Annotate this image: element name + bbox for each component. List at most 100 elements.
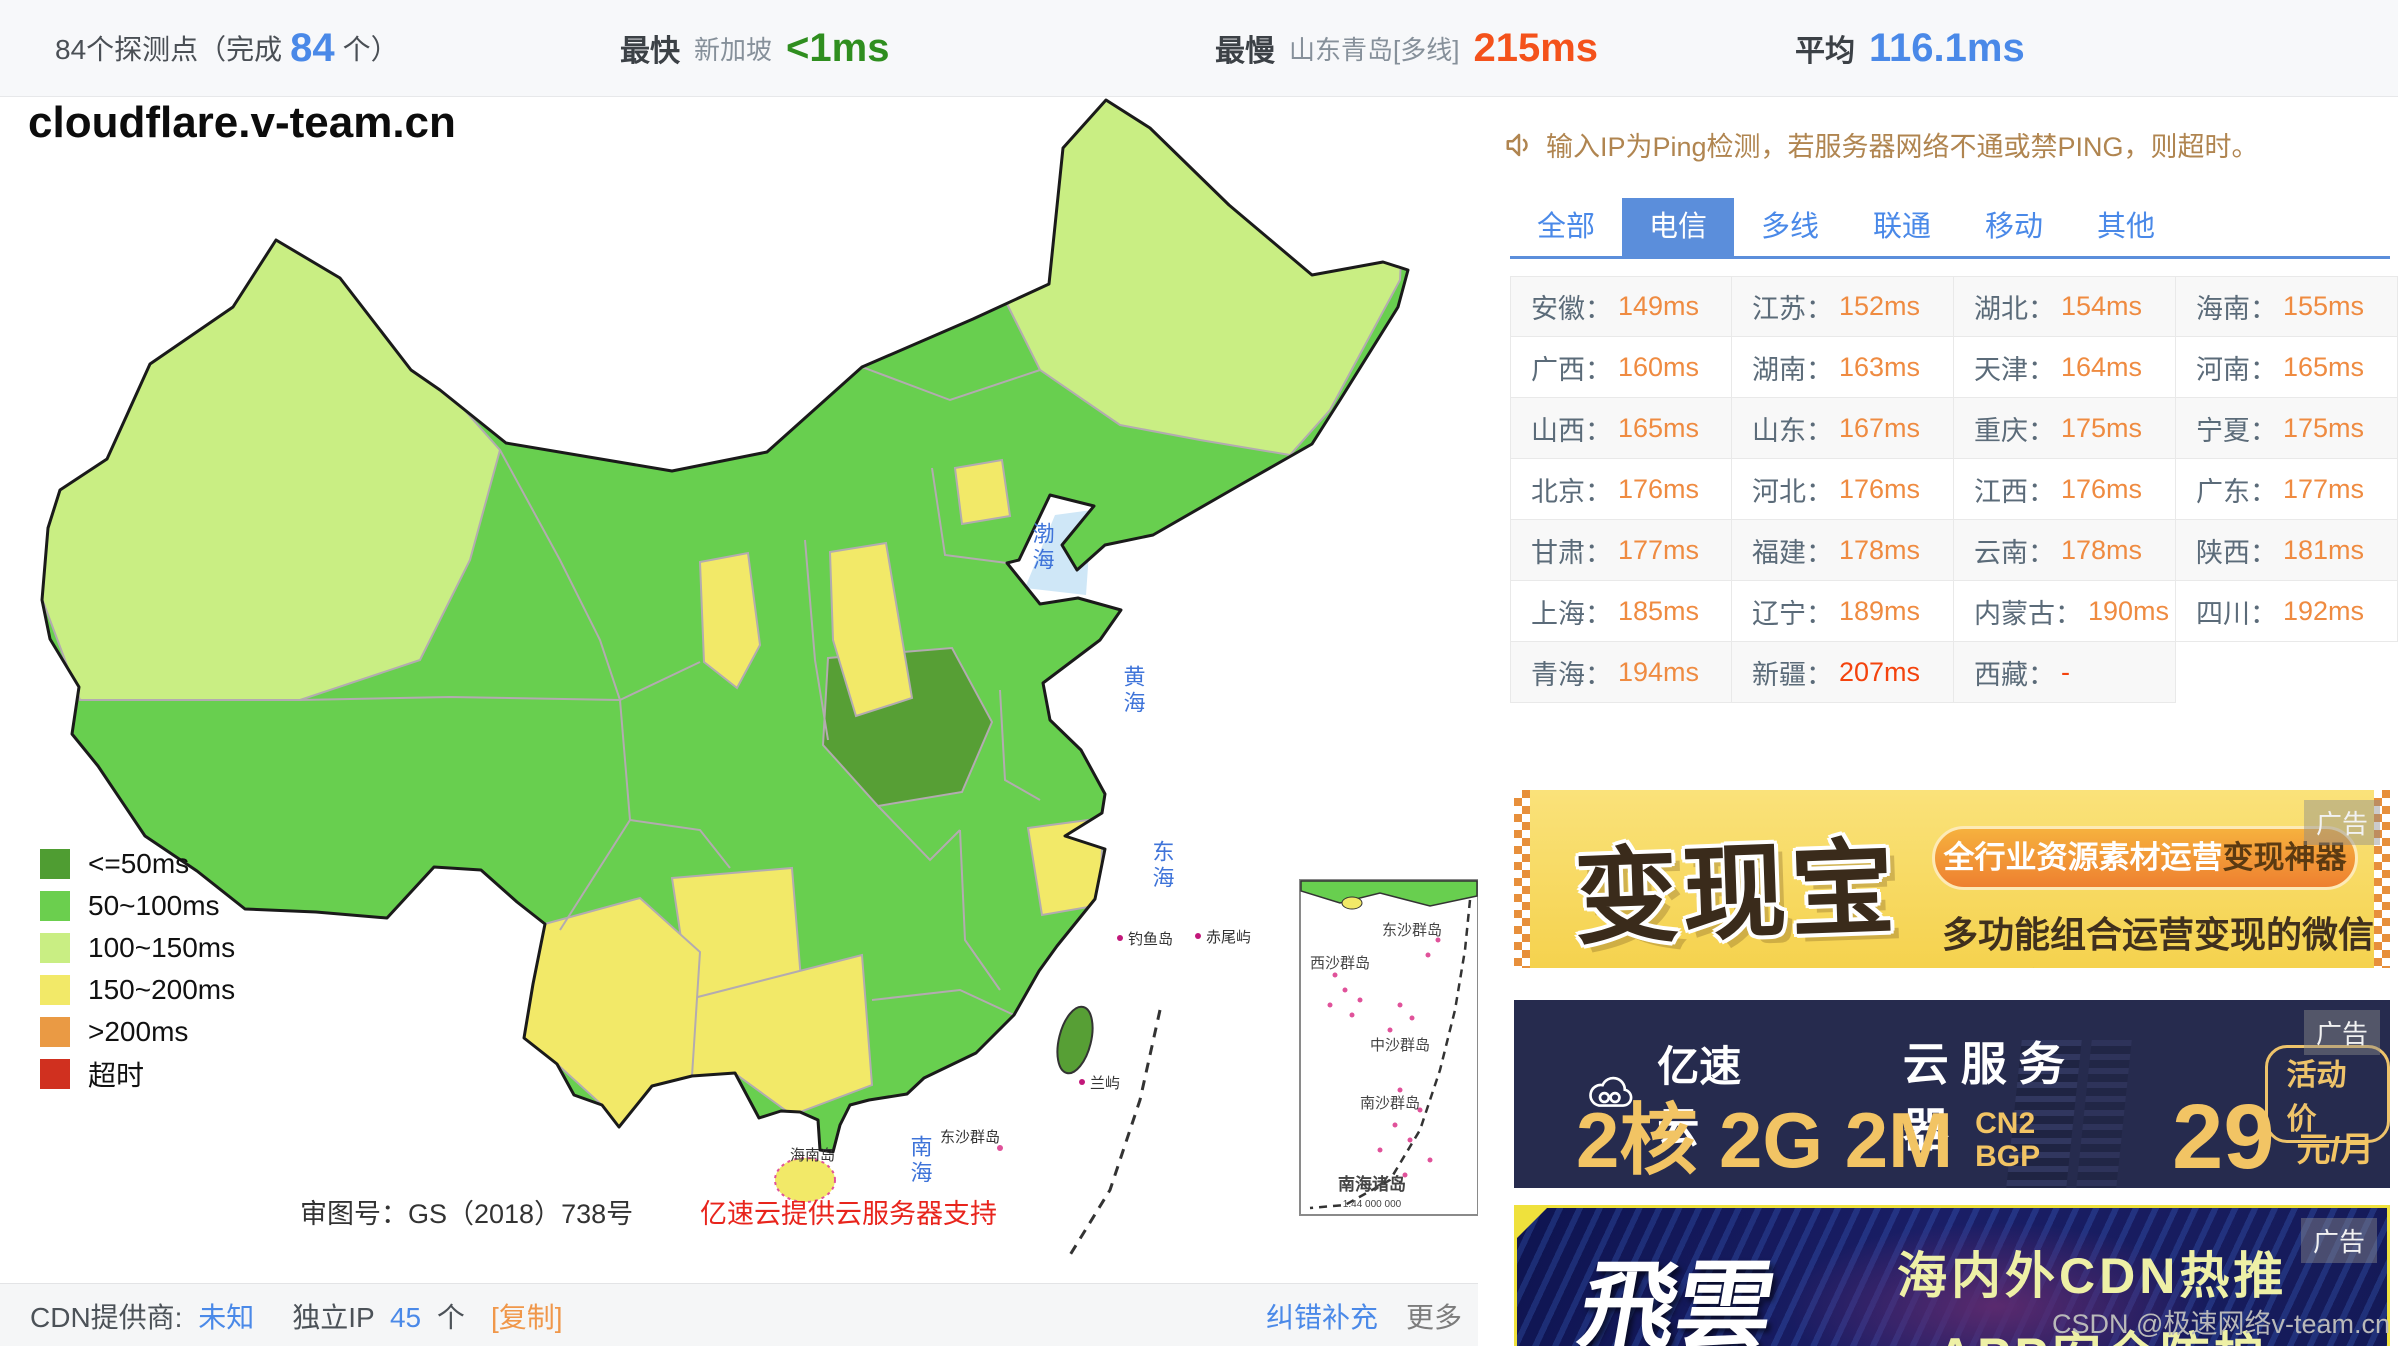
sea-label-bohai: 渤海 <box>1030 522 1055 574</box>
cdn-provider-value[interactable]: 未知 <box>198 1301 255 1333</box>
ad2-cn2: CN2 <box>1975 1106 2036 1140</box>
slowest-stat: 最慢 山东青岛[多线] 215ms <box>1215 0 1598 96</box>
legend-item: 100~150ms <box>40 927 235 969</box>
sea-label-huanghai: 黄海 <box>1121 665 1146 717</box>
sponsor-link[interactable]: 亿速云提供云服务器支持 <box>700 1199 997 1229</box>
inset-label-nansha: 南沙群岛 <box>1360 1095 1420 1112</box>
legend-item: 150~200ms <box>40 969 235 1011</box>
table-row: 北京： 176ms 河北： 176ms 江西： 176ms 广东： 177ms <box>1510 459 2398 520</box>
ad2-promo-tag: 活动价 <box>2265 1045 2390 1143</box>
ad-banner-bianxianbao[interactable]: 广告 变现宝 全行业资源素材运营变现神器 多功能组合运营变现的微信小程序 <box>1514 790 2390 968</box>
legend-swatch <box>40 975 70 1005</box>
latency-cell: 北京： 176ms <box>1510 459 1732 520</box>
tab-other[interactable]: 其他 <box>2096 211 2155 243</box>
ad2-brand: 亿速云 <box>1657 1043 1742 1151</box>
isp-tab-bar: 全部 电信 多线 联通 移动 其他 <box>1510 198 2390 259</box>
dongsha-dot <box>997 1145 1003 1151</box>
ad-badge: 广告 <box>2300 1218 2377 1263</box>
sea-label-nanhai: 南海 <box>908 1135 933 1187</box>
slowest-value: 215ms <box>1473 25 1599 70</box>
tab-multiline[interactable]: 多线 <box>1760 211 1819 243</box>
ip-count[interactable]: 45 <box>389 1301 422 1333</box>
fastest-label: 最快 <box>620 35 680 68</box>
probe-count-after: 个） <box>342 34 399 65</box>
tab-mobile[interactable]: 移动 <box>1984 211 2043 243</box>
copy-button[interactable]: [复制] <box>490 1301 563 1333</box>
table-row: 山西： 165ms 山东： 167ms 重庆： 175ms 宁夏： 175ms <box>1510 398 2398 459</box>
latency-cell: 重庆： 175ms <box>1954 398 2176 459</box>
table-row: 广西： 160ms 湖南： 163ms 天津： 164ms 河南： 165ms <box>1510 337 2398 398</box>
legend-swatch <box>40 849 70 879</box>
tab-all[interactable]: 全部 <box>1536 211 1595 243</box>
country-outline <box>40 98 1410 1154</box>
average-stat: 平均 116.1ms <box>1795 0 2025 96</box>
legend-label: 150~200ms <box>88 974 236 1005</box>
region-xinjiang <box>42 139 502 701</box>
average-value: 116.1ms <box>1869 25 2025 70</box>
cdn-provider-group: CDN提供商: 未知 <box>30 1296 262 1336</box>
ad-banner-feiyun-cdn[interactable]: 广告 飛雲 海内外CDN热推 APP安全防护 <box>1514 1205 2390 1346</box>
latency-cell: 广东： 177ms <box>2176 459 2398 520</box>
slowest-node: 山东青岛[多线] <box>1289 34 1460 65</box>
ad-banner-yisuyun[interactable]: 广告 亿速云 云服务器 活动价 2核 2G 2M CN2 BGP 29 元/月 <box>1514 1000 2390 1188</box>
latency-cell: 安徽： 149ms <box>1510 276 1732 337</box>
latency-cell: 甘肃： 177ms <box>1510 520 1732 581</box>
island-label-diaoyu: 钓鱼岛 <box>1128 930 1173 948</box>
map-captions: 审图号：GS（2018）738号 亿速云提供云服务器支持 <box>0 1192 1478 1232</box>
region-ningxia <box>698 551 762 690</box>
ad3-subline: APP安全防护 <box>1937 1316 2268 1346</box>
china-latency-map[interactable]: 渤海 黄海 东海 南海 钓鱼岛 赤尾屿 兰屿 东沙群岛 海南岛 <box>0 0 1478 1283</box>
fastest-node: 新加坡 <box>694 34 773 65</box>
empty-cell <box>2176 642 2398 703</box>
chiwei-dot <box>1195 933 1201 939</box>
inset-label-dongsha: 东沙群岛 <box>1382 922 1442 939</box>
ad1-pill: 全行业资源素材运营变现神器 <box>1932 826 2358 890</box>
latency-cell: 广西： 160ms <box>1510 337 1732 398</box>
legend-swatch <box>40 1059 70 1089</box>
latency-cell: 湖南： 163ms <box>1732 337 1954 398</box>
legend-label: 100~150ms <box>88 932 236 963</box>
ip-unit: 个 <box>436 1301 465 1333</box>
province-latency-table: 安徽： 149ms 江苏： 152ms 湖北： 154ms 海南： 155ms 广西： 1… <box>1510 276 2398 703</box>
latency-cell: 新疆： 207ms <box>1732 642 1954 703</box>
inset-hainan <box>1341 896 1363 910</box>
probe-count-stat: 84个探测点（完成 84 个） <box>55 0 399 96</box>
ad1-title: 变现宝 <box>1572 830 1901 958</box>
island-label-dongsha: 东沙群岛 <box>940 1129 1000 1146</box>
more-link[interactable]: 更多 <box>1405 1301 1462 1333</box>
checker-border <box>2374 790 2390 968</box>
latency-cell: 宁夏： 175ms <box>2176 398 2398 459</box>
ad2-price: 29 <box>2172 1086 2275 1188</box>
correction-link[interactable]: 纠错补充 <box>1265 1301 1378 1333</box>
inset-label-xisha: 西沙群岛 <box>1310 955 1370 972</box>
cdn-provider-label: CDN提供商: <box>30 1301 183 1333</box>
latency-cell: 云南： 178ms <box>1954 520 2176 581</box>
latency-cell: 山东： 167ms <box>1732 398 1954 459</box>
ad2-network-type: CN2 BGP <box>1975 1107 2040 1179</box>
south-sea-inset: 东沙群岛 西沙群岛 中沙群岛 南沙群岛 南海诸岛 1:44 000 000 <box>1299 879 1478 1216</box>
latency-cell: 湖北： 154ms <box>1954 276 2176 337</box>
independent-ip-group: 独立IP 45 个 <box>292 1296 465 1336</box>
ad1-pill-text: 全行业资源素材运营 <box>1943 840 2223 875</box>
ad-badge: 广告 <box>2303 800 2380 845</box>
latency-cell: 上海： 185ms <box>1510 581 1732 642</box>
tab-telecom[interactable]: 电信 <box>1622 198 1734 256</box>
latency-cell: 青海： 194ms <box>1510 642 1732 703</box>
legend-label: 50~100ms <box>88 890 220 921</box>
latency-cell: 海南： 155ms <box>2176 276 2398 337</box>
inset-island-dots <box>1327 937 1441 1178</box>
cloud-logo-icon <box>1589 1076 1633 1107</box>
speaker-icon <box>1506 133 1528 156</box>
footer-right-links: 纠错补充 更多 <box>1266 1296 1462 1336</box>
legend-swatch <box>40 1017 70 1047</box>
tab-unicom[interactable]: 联通 <box>1872 211 1931 243</box>
diaoyu-dot <box>1117 935 1123 941</box>
legend-item: 超时 <box>40 1053 235 1095</box>
ad3-headline: 海内外CDN热推 <box>1897 1248 2288 1304</box>
legend-item: 50~100ms <box>40 885 235 927</box>
table-row: 甘肃： 177ms 福建： 178ms 云南： 178ms 陕西： 181ms <box>1510 520 2398 581</box>
fastest-value: <1ms <box>786 25 890 70</box>
average-label: 平均 <box>1795 35 1855 68</box>
fastest-stat: 最快 新加坡 <1ms <box>620 0 889 96</box>
